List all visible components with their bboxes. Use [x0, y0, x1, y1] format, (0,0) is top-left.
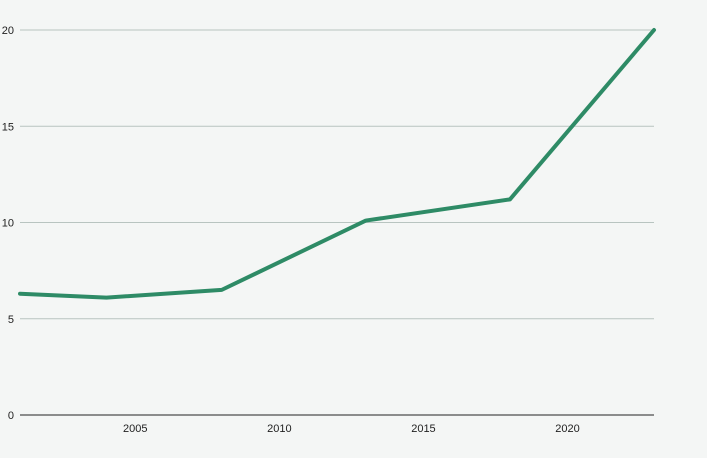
- y-tick-label: 10: [2, 218, 14, 230]
- x-tick-label: 2010: [267, 423, 291, 435]
- series-line-0: [18, 28, 656, 300]
- tick-labels: 0 5 10 15 20 2005 2010 2015 2020: [2, 25, 580, 435]
- x-tick-label: 2020: [555, 423, 579, 435]
- series-layer: [18, 28, 656, 300]
- gridlines: [20, 29, 654, 320]
- y-tick-label: 20: [2, 25, 14, 37]
- y-tick-label: 5: [8, 314, 14, 326]
- y-tick-label: 15: [2, 121, 14, 133]
- x-tick-label: 2015: [411, 423, 435, 435]
- y-tick-label: 0: [8, 410, 14, 422]
- x-tick-label: 2005: [123, 423, 147, 435]
